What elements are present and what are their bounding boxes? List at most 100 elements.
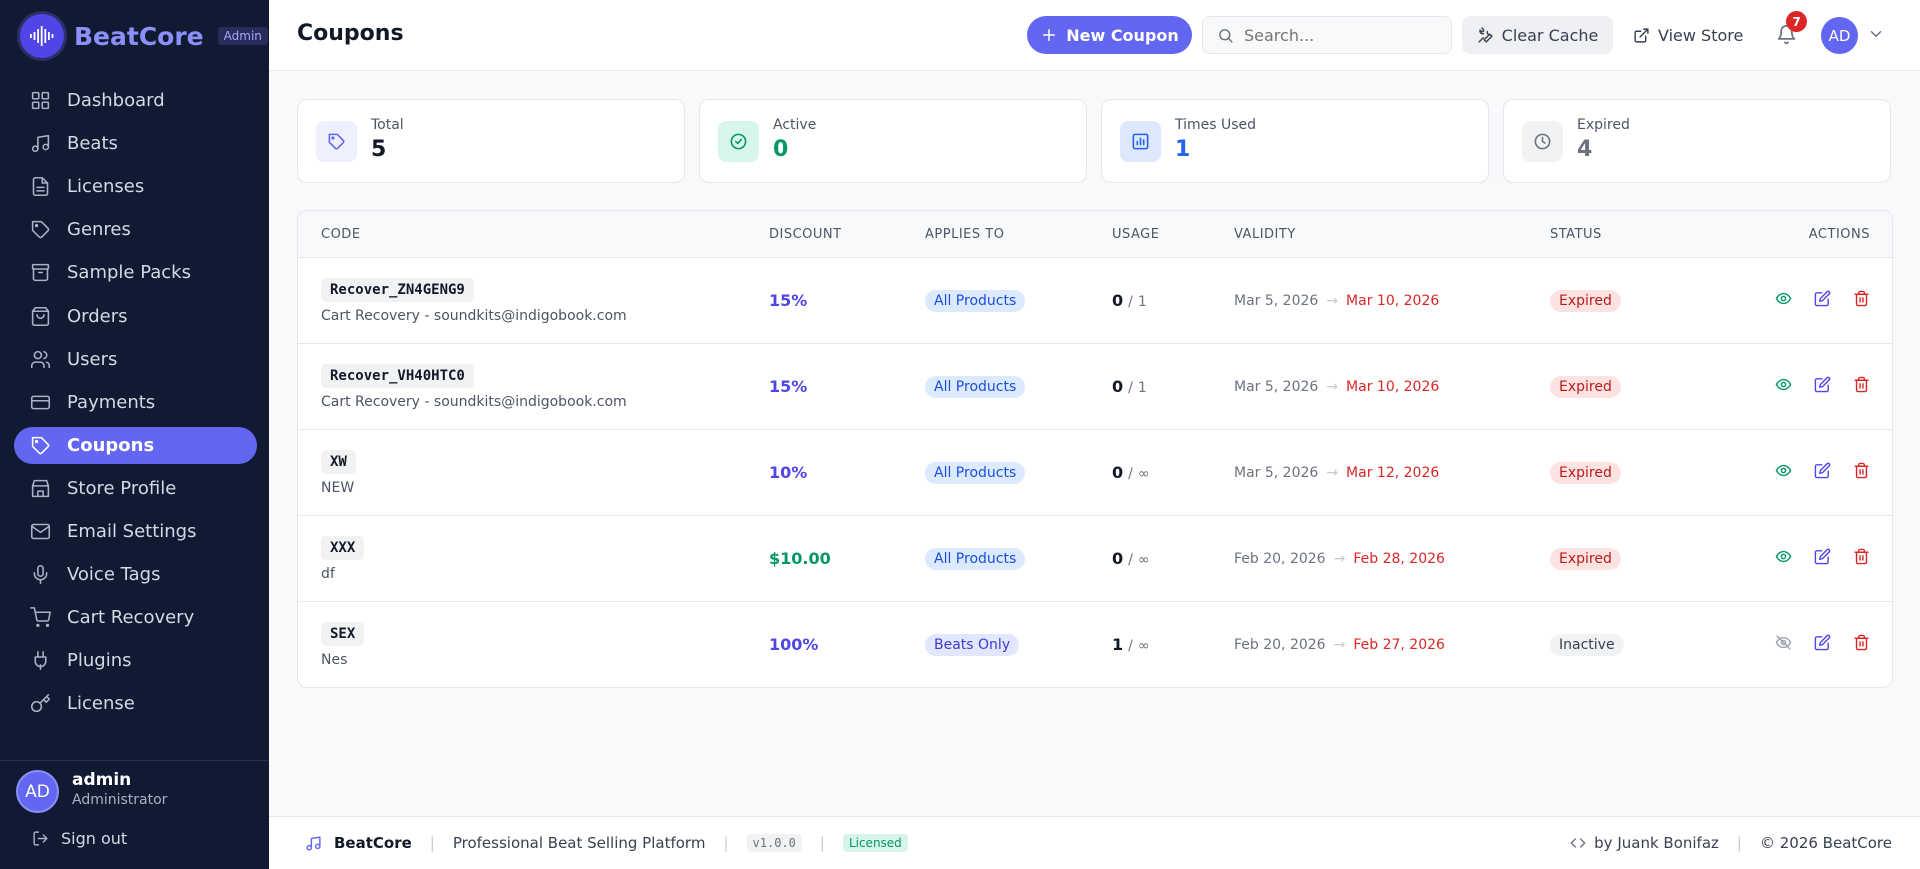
edit-coupon[interactable] (1814, 376, 1831, 397)
usage-cell: 0/1 (1112, 291, 1234, 310)
icon (1775, 378, 1792, 391)
edit-coupon[interactable] (1814, 290, 1831, 311)
nav-item[interactable]: Payments (14, 384, 257, 421)
nav-item[interactable]: Orders (14, 298, 257, 335)
column-header: CODE (321, 226, 361, 242)
nav-item[interactable]: Dashboard (14, 82, 257, 119)
discount: $10.00 (769, 549, 831, 568)
toggle-visibility[interactable] (1775, 462, 1792, 483)
icon (1814, 462, 1831, 479)
icon (1775, 635, 1792, 650)
footer: BeatCore | Professional Beat Selling Platf… (269, 816, 1920, 869)
usage-limit: ∞ (1137, 552, 1150, 568)
icon (1854, 634, 1869, 651)
actions (1750, 290, 1870, 311)
delete-coupon[interactable] (1853, 376, 1870, 397)
coupon-note: Cart Recovery - soundkits@indigobook.com (321, 307, 627, 324)
toggle-visibility[interactable] (1775, 548, 1792, 569)
notifications[interactable]: 7 (1776, 11, 1807, 49)
nav-icon (30, 350, 51, 368)
stat-icon (316, 121, 357, 162)
stat-card: Active 0 (699, 99, 1087, 183)
toggle-visibility[interactable] (1775, 290, 1792, 311)
nav-icon (34, 651, 47, 671)
icon (1814, 290, 1831, 307)
coupons-table: CODE DISCOUNT APPLIES TO USAGE VALIDITY STATU… (297, 210, 1893, 688)
nav-icon (31, 134, 50, 153)
delete-coupon[interactable] (1853, 548, 1870, 569)
validity-cell: Feb 20, 2026 → Feb 28, 2026 (1234, 551, 1550, 567)
edit-coupon[interactable] (1814, 634, 1831, 655)
sign-out-icon (33, 831, 48, 846)
edit-coupon[interactable] (1814, 548, 1831, 569)
nav-item[interactable]: Voice Tags (14, 556, 257, 593)
nav-label: License (67, 693, 135, 715)
new-coupon-label: New Coupon (1066, 25, 1179, 45)
toggle-visibility[interactable] (1775, 634, 1792, 655)
validity-cell: Mar 5, 2026 → Mar 10, 2026 (1234, 293, 1550, 309)
toggle-visibility[interactable] (1775, 376, 1792, 397)
sign-out[interactable]: Sign out (32, 829, 127, 848)
nav-label: Payments (67, 391, 156, 413)
status-badge: Expired (1550, 289, 1621, 312)
new-coupon-button[interactable]: New Coupon (1027, 16, 1192, 54)
applies-badge: All Products (925, 461, 1026, 484)
header-avatar[interactable]: AD (1821, 17, 1858, 54)
nav-item[interactable]: Users (14, 341, 257, 378)
notification-count: 7 (1786, 11, 1807, 32)
delete-coupon[interactable] (1853, 634, 1870, 655)
wave-bar (51, 34, 54, 38)
footer-logo (306, 835, 321, 851)
icon (1854, 290, 1869, 307)
validity-arrow: → (1326, 378, 1339, 395)
clear-cache-button[interactable]: Clear Cache (1462, 16, 1613, 54)
status-cell: Expired (1550, 289, 1750, 312)
coupon-row: Recover_VH40HTC0 Cart Recovery - soundkit… (298, 343, 1892, 429)
actions (1750, 634, 1870, 655)
nav-icon (30, 607, 51, 628)
nav-label: Voice Tags (67, 564, 161, 586)
nav-item[interactable]: Licenses (14, 168, 257, 205)
view-store-link[interactable]: View Store (1633, 16, 1743, 54)
search-box[interactable] (1202, 16, 1452, 54)
usage-used: 1 (1112, 635, 1124, 654)
nav-item[interactable]: Store Profile (14, 470, 257, 507)
nav-item[interactable]: Genres (14, 211, 257, 248)
edit-coupon[interactable] (1814, 462, 1831, 483)
applies-cell: Beats Only (925, 633, 1112, 656)
license-badge: Licensed (842, 834, 908, 852)
code-cell: SEX Nes (321, 621, 769, 668)
nav-item[interactable]: License (14, 685, 257, 722)
nav-item[interactable]: Beats (14, 125, 257, 162)
status-cell: Expired (1550, 375, 1750, 398)
icon (1634, 27, 1649, 43)
status-cell: Inactive (1550, 633, 1750, 656)
delete-coupon[interactable] (1853, 290, 1870, 311)
nav-item[interactable]: Sample Packs (14, 254, 257, 291)
coupon-note: Nes (321, 651, 348, 668)
coupon-row: XXX df $10.00 All Products 0/∞ Feb 20, 2026 → F… (298, 515, 1892, 601)
usage-used: 0 (1112, 377, 1124, 396)
nav-label: Beats (67, 133, 118, 155)
nav-icon (31, 436, 50, 455)
nav-icon (31, 91, 50, 110)
sidebar: BeatCore Admin Dashboard Beats Licenses Genre… (0, 0, 269, 869)
validity-cell: Mar 5, 2026 → Mar 10, 2026 (1234, 379, 1550, 395)
user-separator (0, 760, 269, 761)
avatar-menu[interactable] (1867, 25, 1885, 47)
coupon-row: Recover_ZN4GENG9 Cart Recovery - soundkit… (298, 257, 1892, 343)
nav-item[interactable]: Coupons (14, 426, 257, 464)
icon (1775, 292, 1792, 305)
actions (1750, 376, 1870, 397)
stat-card: Expired 4 (1503, 99, 1891, 183)
usage-sep: / (1128, 380, 1133, 396)
search-input[interactable] (1242, 24, 1442, 46)
usage-sep: / (1128, 638, 1133, 654)
nav-label: Coupons (67, 434, 155, 456)
nav-item[interactable]: Cart Recovery (14, 599, 257, 636)
delete-coupon[interactable] (1853, 462, 1870, 483)
nav-item[interactable]: Plugins (14, 642, 257, 679)
nav-item[interactable]: Email Settings (14, 513, 257, 550)
code-cell: Recover_VH40HTC0 Cart Recovery - soundkit… (321, 363, 769, 410)
